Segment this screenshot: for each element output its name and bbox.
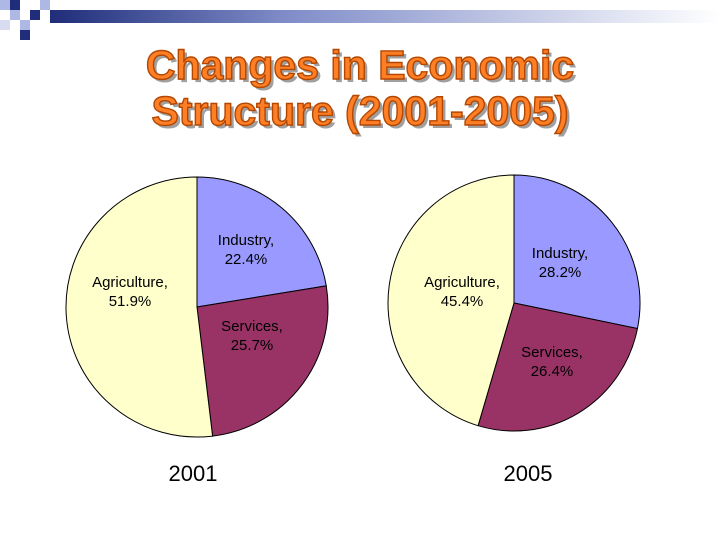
title-line-2: Structure (2001-2005) [151,87,569,134]
pie-2001-slice-services [196,285,329,437]
chart-caption-2001: 2001 [168,461,218,486]
pie-2001-label-agriculture: Agriculture, 51.9% [92,274,168,310]
pie-2005-slice-industry [513,174,641,330]
pie-2005-label-industry: Industry, 28.2% [532,245,588,281]
corner-decoration [0,0,720,40]
pie-2001-label-industry: Industry, 22.4% [218,232,274,268]
pie-2001-label-services: Services, 25.7% [221,318,283,354]
pie-2005-slice-agriculture [387,174,515,427]
title-line-1: Changes in Economic [145,41,575,88]
pie-2005-slice-services [477,302,639,432]
pie-2001-slice-agriculture [65,176,214,438]
pie-2005-label-services: Services, 26.4% [521,344,583,380]
pie-2005-label-agriculture: Agriculture, 45.4% [424,274,500,310]
chart-caption-2005: 2005 [503,461,553,486]
slide-title: Changes in Economic Structure (2001-2005… [0,41,720,134]
pie-2001-slice-industry [196,176,327,308]
